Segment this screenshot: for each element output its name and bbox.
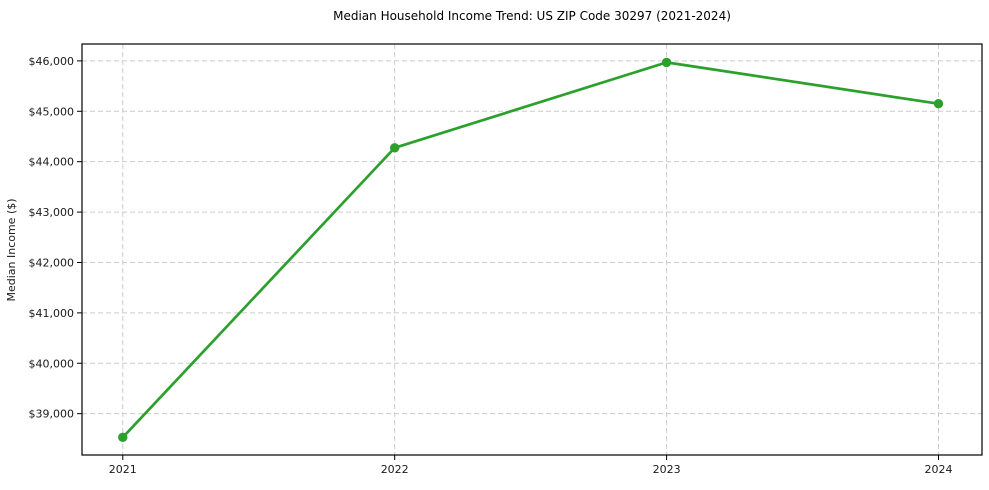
trend-line [121,61,940,439]
y-tick-label: $44,000 [29,156,75,169]
y-tick-label: $39,000 [29,408,75,421]
y-axis-label: Median Income ($) [5,198,18,301]
chart-title: Median Household Income Trend: US ZIP Co… [333,9,731,23]
y-tick-label: $46,000 [29,55,75,68]
y-tick-label: $45,000 [29,105,75,118]
data-point-2023 [661,57,672,68]
x-tick-label: 2022 [381,463,409,476]
y-tick-label: $42,000 [29,256,75,269]
data-point-2024 [933,99,944,109]
data-point-2022 [389,143,400,153]
x-tick-label: 2023 [653,463,681,476]
x-tick-label: 2021 [109,463,137,476]
x-tick-label: 2024 [924,463,952,476]
y-tick-label: $43,000 [29,206,75,219]
y-tick-label: $41,000 [29,307,75,320]
y-tick-label: $40,000 [29,357,75,370]
data-point-2021 [118,432,128,443]
plot-border [81,43,983,456]
